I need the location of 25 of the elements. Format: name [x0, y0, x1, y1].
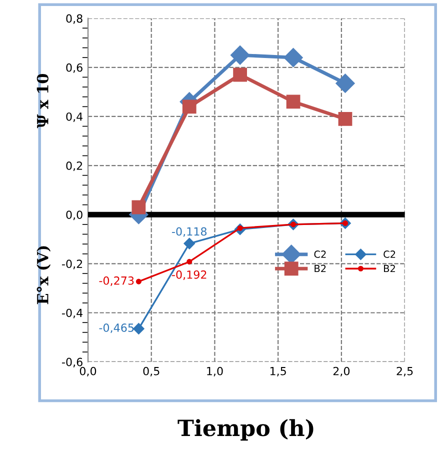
- y-tick-label: 0,6: [66, 63, 82, 73]
- data-label: -0,273: [99, 276, 134, 286]
- data-label: -0,465: [99, 324, 134, 334]
- y-tick-label: 0,8: [66, 14, 82, 24]
- legend-label: B2: [314, 264, 326, 272]
- data-label: -0,118: [172, 227, 207, 237]
- legend-label: C2: [384, 250, 396, 258]
- x-tick-label: 0,5: [143, 366, 160, 376]
- y-tick-label: -0,6: [62, 358, 82, 368]
- y-tick-label: -0,2: [62, 260, 82, 270]
- x-tick-label: 2,0: [333, 366, 350, 376]
- x-tick-label: 1,0: [207, 366, 223, 376]
- data-label: -0,192: [172, 270, 206, 280]
- x-tick-label: 0,0: [80, 366, 96, 376]
- x-tick-label: 2,5: [396, 366, 413, 376]
- y-tick-label: 0,4: [66, 112, 83, 122]
- y-tick-label: -0,4: [62, 308, 83, 318]
- y-tick-label: 0,2: [66, 162, 82, 172]
- x-axis-title: Tiempo (h): [178, 419, 314, 441]
- legend-label: C2: [314, 250, 326, 258]
- y2-axis-title: E°x (V): [36, 246, 51, 304]
- y-tick-label: 0,0: [66, 210, 82, 220]
- y-axis-title: Ψ x 10: [36, 74, 48, 128]
- x-tick-label: 1,5: [270, 367, 286, 376]
- legend-label: B2: [384, 264, 395, 272]
